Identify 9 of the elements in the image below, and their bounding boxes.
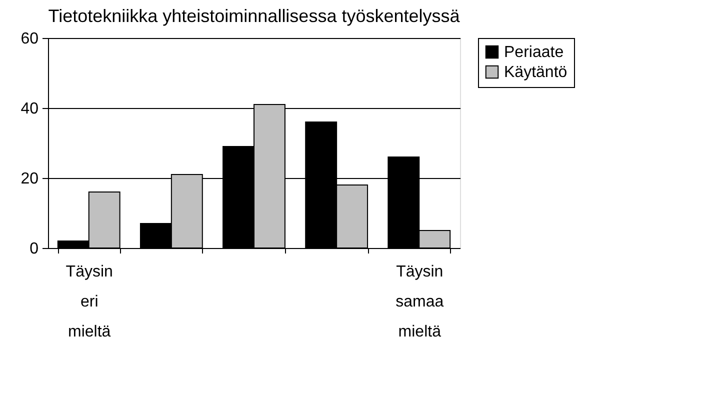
legend-label: Käytäntö (504, 64, 568, 81)
y-tick-label: 0 (30, 240, 39, 258)
x-tick-label: Täysin eri mieltä (66, 264, 113, 340)
y-tick-label: 20 (20, 170, 39, 188)
chart-title: Tietotekniikka yhteistoiminnallisessa työskentelyssä (48, 6, 461, 26)
legend-label: Periaate (504, 44, 564, 61)
y-tick-label: 60 (20, 30, 39, 48)
x-tick-label: Täysin samaa mieltä (396, 264, 444, 340)
y-tick-label: 40 (20, 100, 39, 118)
